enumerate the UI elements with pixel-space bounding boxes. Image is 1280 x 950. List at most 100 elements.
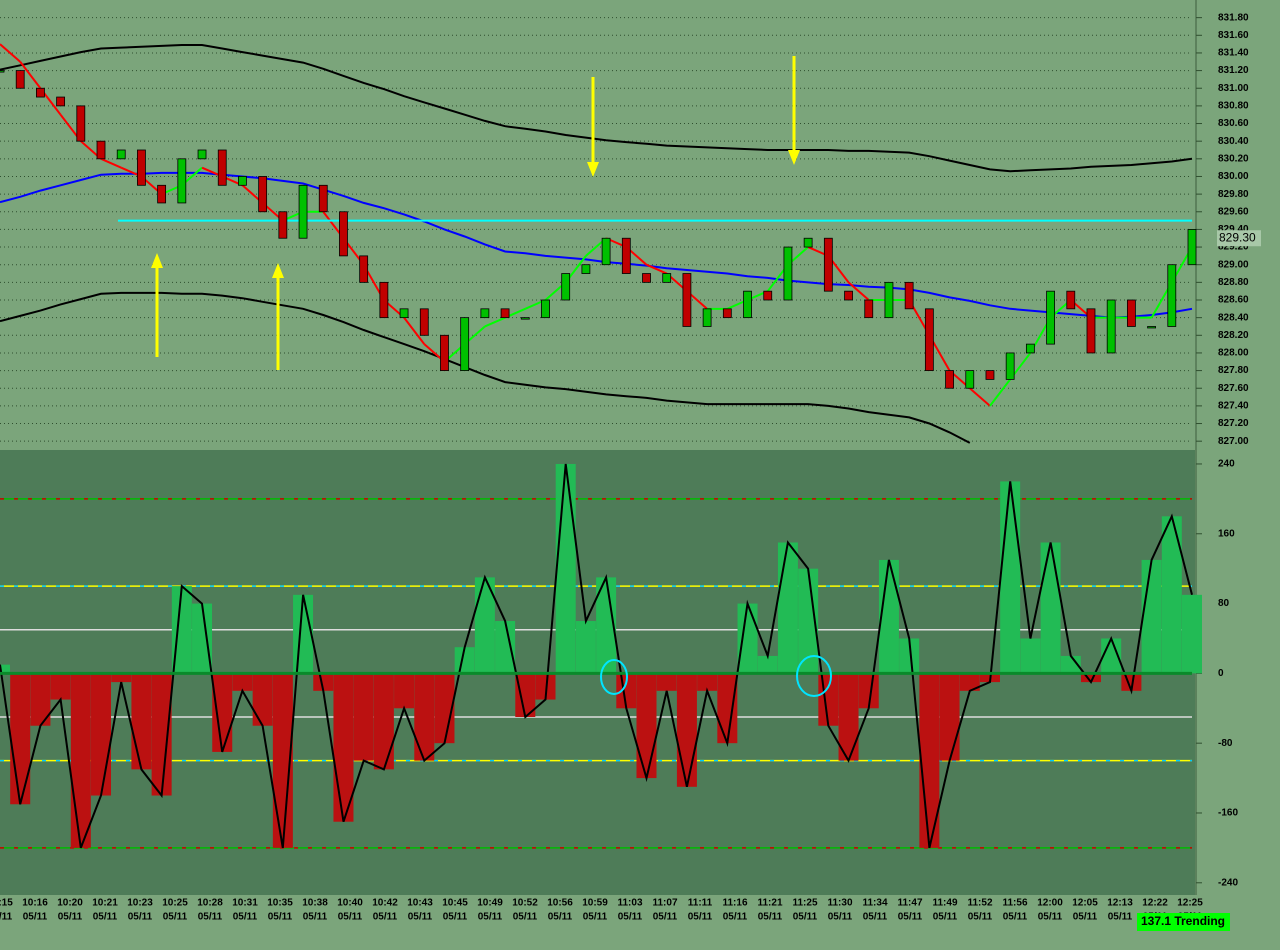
bar — [434, 673, 455, 744]
y-tick-label: 827.80 — [1218, 365, 1249, 376]
candle — [379, 281, 389, 319]
y-tick-label: 831.00 — [1218, 83, 1249, 94]
y-tick-label: -240 — [1218, 877, 1238, 888]
x-tick-label: 10:25 — [162, 898, 188, 909]
bar — [131, 673, 152, 770]
x-date-label: 05/11 — [898, 912, 923, 923]
candle — [702, 308, 712, 327]
bar — [252, 673, 273, 726]
bar — [535, 673, 556, 700]
candle — [137, 149, 146, 186]
y-tick-label: 828.60 — [1218, 295, 1249, 306]
candle — [278, 211, 288, 239]
x-date-label: 05/11 — [443, 912, 468, 923]
x-date-label: 05/11 — [828, 912, 853, 923]
x-date-label: 05/11 — [1003, 912, 1028, 923]
x-tick-label: 10:28 — [197, 898, 223, 909]
bar — [636, 673, 657, 779]
candle — [15, 70, 25, 89]
x-tick-label: 10:49 — [477, 898, 503, 909]
x-date-label: 05/11 — [198, 912, 223, 923]
bar — [575, 621, 596, 674]
x-date-label: 05/11 — [58, 912, 83, 923]
bar — [192, 603, 213, 674]
candle — [1147, 326, 1156, 329]
x-tick-label: 12:25 — [1177, 898, 1203, 909]
x-tick-label: 11:11 — [688, 898, 713, 909]
arrow-head — [151, 253, 163, 268]
candle — [541, 299, 550, 319]
candle — [682, 273, 692, 327]
y-tick-label: 80 — [1218, 598, 1230, 609]
candle — [440, 334, 449, 371]
candle — [298, 184, 308, 239]
x-tick-label: 10:42 — [372, 898, 398, 909]
y-tick-label: 829.80 — [1218, 189, 1249, 200]
bar — [30, 673, 51, 726]
bar — [1000, 481, 1021, 674]
x-tick-label: 10:31 — [232, 898, 258, 909]
bar — [212, 673, 233, 752]
x-tick-label: 10:35 — [267, 898, 293, 909]
candle — [238, 176, 247, 186]
y-tick-label: 240 — [1218, 459, 1235, 470]
y-tick-label: 831.80 — [1218, 12, 1249, 23]
x-tick-label: 12:00 — [1037, 898, 1063, 909]
x-tick-label: 11:52 — [967, 898, 992, 909]
x-tick-label: 12:13 — [1107, 898, 1133, 909]
y-tick-label: 830.40 — [1218, 136, 1249, 147]
bar — [414, 673, 435, 761]
candle — [157, 184, 167, 204]
bar — [757, 655, 778, 674]
bar — [1060, 655, 1081, 674]
x-date-label: 05/11 — [968, 912, 993, 923]
y-tick-label: 830.00 — [1218, 171, 1249, 182]
bar — [899, 638, 920, 674]
y-tick-label: 827.60 — [1218, 383, 1249, 394]
signal-segment — [847, 281, 870, 301]
y-tick-label: 831.60 — [1218, 30, 1249, 41]
candle — [985, 370, 995, 380]
candle — [722, 308, 732, 319]
bar — [0, 664, 10, 674]
x-date-label: 05/11 — [233, 912, 258, 923]
y-tick-label: 829.60 — [1218, 206, 1249, 217]
last-price-box — [1217, 230, 1261, 247]
x-date-label: 05/11 — [163, 912, 188, 923]
candle — [460, 317, 470, 371]
bar — [111, 673, 132, 683]
x-date-label: 05/11 — [653, 912, 678, 923]
y-tick-label: 829.00 — [1218, 259, 1249, 270]
x-date-label: 05/11 — [338, 912, 363, 923]
bar — [495, 621, 516, 674]
candle — [1086, 308, 1096, 354]
x-tick-label: 10:16 — [22, 898, 48, 909]
x-date-label: 05/11 — [478, 912, 503, 923]
y-tick-label: 829.40 — [1218, 224, 1249, 235]
candle — [359, 255, 369, 283]
bar — [838, 673, 859, 761]
x-tick-label: 10:20 — [57, 898, 83, 909]
candle — [36, 87, 45, 98]
bar — [394, 673, 415, 709]
y-tick-label: 830.20 — [1218, 153, 1249, 164]
bar — [1020, 638, 1041, 674]
x-tick-label: 11:47 — [897, 898, 922, 909]
y-tick-label: 0 — [1218, 668, 1224, 679]
candle — [399, 308, 409, 319]
candle — [1126, 299, 1136, 327]
annotations — [151, 56, 800, 370]
candle — [480, 308, 490, 319]
highlight-circle — [796, 655, 832, 697]
candle — [1167, 264, 1177, 327]
candle — [0, 70, 5, 73]
x-date-label: 05/11 — [513, 912, 538, 923]
bar — [717, 673, 738, 744]
candle — [662, 273, 672, 283]
bar — [1040, 542, 1061, 674]
x-tick-label: 10:52 — [512, 898, 538, 909]
x-date-label: 05/11 — [0, 912, 13, 923]
bar — [515, 673, 536, 717]
bar — [858, 673, 879, 709]
x-tick-label: 10:21 — [92, 898, 118, 909]
